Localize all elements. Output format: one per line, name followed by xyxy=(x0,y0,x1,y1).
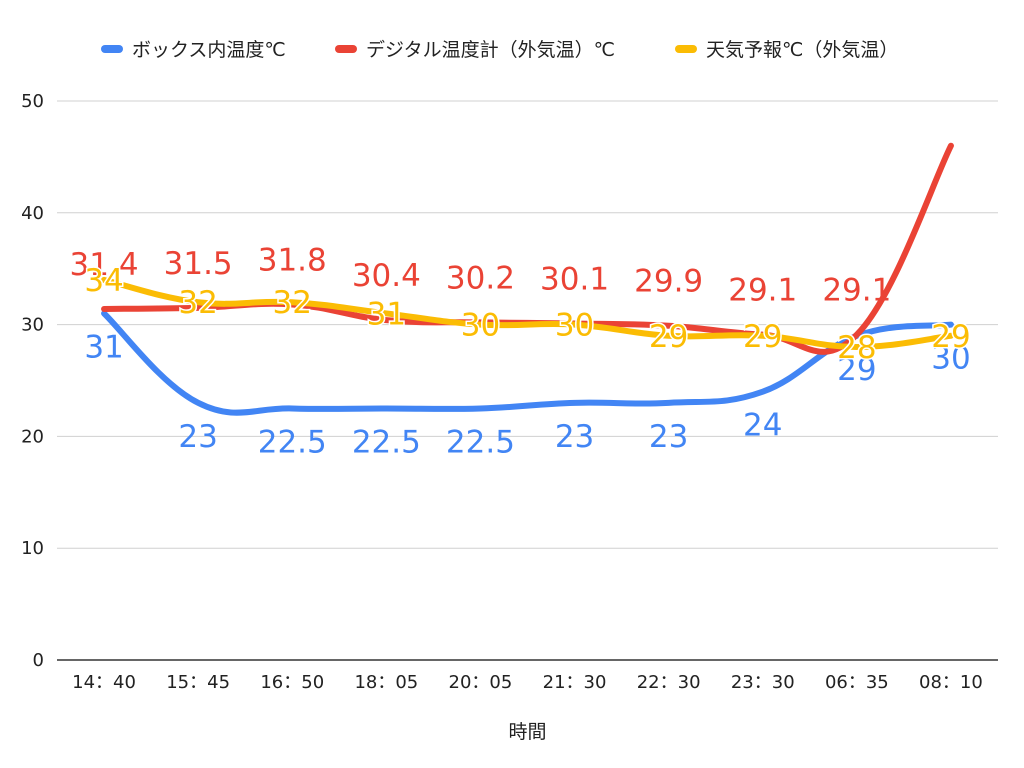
data-label-forecast: 30 xyxy=(555,308,594,344)
legend-swatch-digital-thermometer xyxy=(335,45,357,53)
x-tick-label: 23：30 xyxy=(731,672,795,693)
series-line-box-temp xyxy=(101,310,954,416)
x-axis-ticks: 14：40 15：45 16：50 18：05 20：05 21：30 22：30 23：30… xyxy=(72,672,983,693)
data-label-forecast: 29 xyxy=(743,319,782,355)
x-tick-label: 18：05 xyxy=(354,672,418,693)
x-tick-label: 15：45 xyxy=(166,672,230,693)
y-tick-label: 0 xyxy=(33,650,44,671)
y-tick-label: 50 xyxy=(21,91,44,112)
data-label-forecast: 32 xyxy=(273,285,312,321)
x-tick-label: 06：35 xyxy=(825,672,889,693)
y-tick-label: 40 xyxy=(21,203,44,224)
data-label-box-temp: 30 xyxy=(931,341,970,377)
legend-label-box-temp: ボックス内温度℃ xyxy=(132,39,286,61)
x-tick-label: 14：40 xyxy=(72,672,136,693)
data-label-forecast: 31 xyxy=(367,296,406,332)
y-tick-label: 30 xyxy=(21,315,44,336)
data-label-forecast: 28 xyxy=(837,330,876,366)
legend-label-digital-thermometer: デジタル温度計（外気温）℃ xyxy=(366,39,615,61)
legend-swatch-box-temp xyxy=(101,45,123,53)
data-label-box-temp: 22.5 xyxy=(446,424,515,460)
x-axis-title: 時間 xyxy=(508,721,546,743)
data-label-forecast: 29 xyxy=(931,319,970,355)
legend-label-forecast: 天気予報℃（外気温） xyxy=(706,39,898,61)
data-label-box-temp: 31 xyxy=(84,329,123,365)
data-label-box-temp: 24 xyxy=(743,408,782,444)
x-tick-label: 08：10 xyxy=(919,672,983,693)
data-label-box-temp: 23 xyxy=(649,419,688,455)
data-label-forecast: 32 xyxy=(178,285,217,321)
series-line-forecast xyxy=(101,276,954,350)
y-tick-label: 20 xyxy=(21,426,44,447)
data-label-forecast: 30 xyxy=(461,308,500,344)
data-label-digital-thermometer: 31.8 xyxy=(258,242,327,278)
data-label-digital-thermometer: 29.1 xyxy=(822,273,891,309)
data-label-box-temp: 23 xyxy=(555,419,594,455)
data-label-digital-thermometer: 30.4 xyxy=(352,258,421,294)
data-label-forecast: 29 xyxy=(649,319,688,355)
data-label-box-temp: 29 xyxy=(837,352,876,388)
data-label-digital-thermometer: 31.4 xyxy=(70,247,139,283)
data-label-digital-thermometer: 31.5 xyxy=(164,246,233,282)
x-tick-label: 21：30 xyxy=(543,672,607,693)
y-axis-ticks: 0 10 20 30 40 50 xyxy=(21,91,44,671)
data-label-digital-thermometer: 29.9 xyxy=(634,264,703,300)
x-tick-label: 20：05 xyxy=(449,672,513,693)
data-label-box-temp: 22.5 xyxy=(352,424,421,460)
y-tick-label: 10 xyxy=(21,538,44,559)
legend-swatch-forecast xyxy=(675,45,697,53)
data-label-box-temp: 22.5 xyxy=(258,424,327,460)
data-label-digital-thermometer: 30.2 xyxy=(446,260,515,296)
legend: ボックス内温度℃ デジタル温度計（外気温）℃ 天気予報℃（外気温） xyxy=(101,39,898,61)
series-lines xyxy=(101,142,954,416)
x-tick-label: 16：50 xyxy=(260,672,324,693)
data-label-box-temp: 23 xyxy=(178,419,217,455)
data-label-forecast: 34 xyxy=(84,263,123,299)
data-label-digital-thermometer: 30.1 xyxy=(540,261,609,297)
data-label-digital-thermometer: 29.1 xyxy=(728,273,797,309)
x-tick-label: 22：30 xyxy=(637,672,701,693)
